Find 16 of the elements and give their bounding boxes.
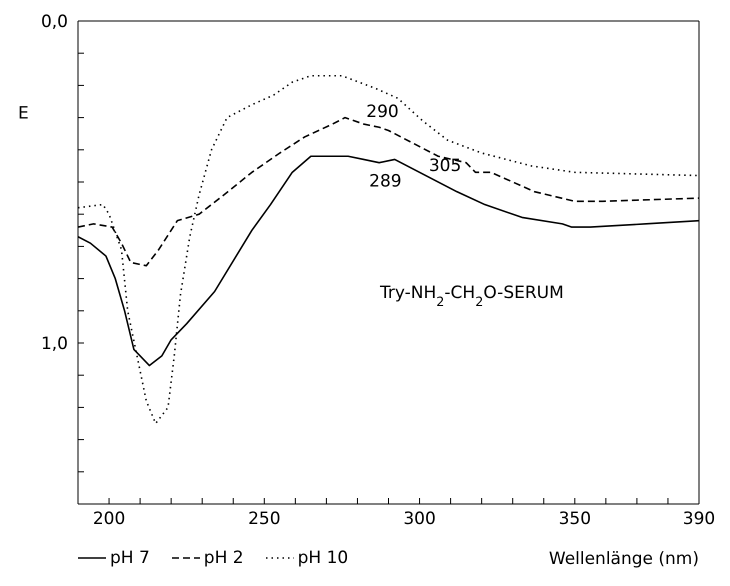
annotation: 289 (369, 172, 402, 192)
x-tick-label: 300 (403, 509, 436, 529)
y-axis-title: E (18, 104, 29, 124)
annotation: 305 (428, 156, 462, 176)
annotation: 290 (366, 102, 399, 122)
x-tick-label: 390 (682, 509, 716, 529)
legend-label: pH 10 (298, 548, 348, 568)
x-tick-label: 200 (92, 509, 126, 529)
y-tick-label: 1,0 (40, 334, 68, 354)
legend-label: pH 2 (204, 548, 244, 568)
legend-label: pH 7 (110, 548, 150, 568)
x-tick-label: 250 (248, 509, 281, 529)
y-tick-label: 0,0 (40, 12, 68, 32)
x-axis-title: Wellenlänge (nm) (548, 549, 699, 569)
annotation: Try-NH$_{2}$-CH$_{2}$O-SERUM (379, 283, 564, 310)
x-tick-label: 350 (558, 509, 592, 529)
